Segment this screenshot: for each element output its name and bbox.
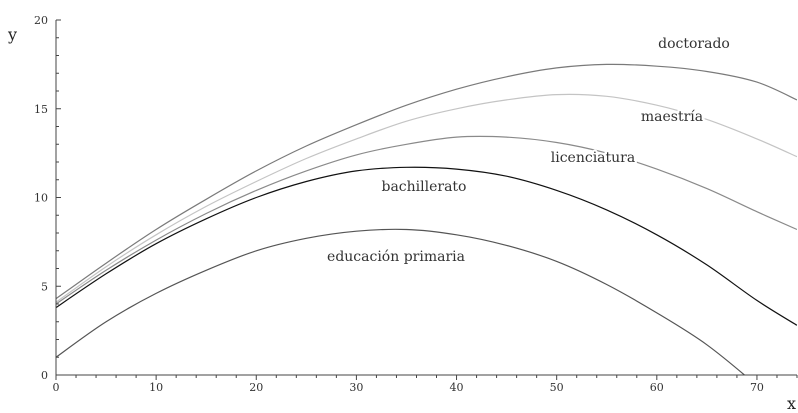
y-axis-title: y <box>7 25 17 44</box>
series-line-1 <box>56 63 797 300</box>
x-tick-label: 50 <box>550 381 564 394</box>
x-tick-label: 0 <box>53 381 60 394</box>
series-label-2: maestría <box>641 109 703 125</box>
series-label-3: licenciatura <box>551 150 635 166</box>
x-tick-label: 30 <box>349 381 363 394</box>
series-line-5 <box>56 228 747 376</box>
y-tick-label: 10 <box>34 192 48 205</box>
y-tick-label: 20 <box>34 14 48 27</box>
series-line-2 <box>56 93 797 303</box>
y-tick-label: 0 <box>41 369 48 382</box>
x-tick-label: 60 <box>650 381 664 394</box>
y-tick-label: 15 <box>34 103 48 116</box>
x-tick-label: 10 <box>149 381 163 394</box>
curve-labels-layer: doctorado maestría licenciatura bachillerat… <box>325 34 732 267</box>
series-label-5: educación primaria <box>327 249 465 265</box>
axes-layer: 0 10 20 30 40 50 60 70 0 5 10 15 20 y x <box>7 14 798 413</box>
x-tick-label: 40 <box>450 381 464 394</box>
curves-layer <box>56 63 797 376</box>
series-label-4: bachillerato <box>382 179 467 195</box>
series-label-1: doctorado <box>658 36 730 52</box>
x-tick-label: 20 <box>249 381 263 394</box>
series-line-3 <box>56 135 797 305</box>
y-tick-label: 5 <box>41 280 48 293</box>
series-line-4 <box>56 166 797 326</box>
x-axis-title: x <box>787 394 796 413</box>
x-tick-label: 70 <box>750 381 764 394</box>
